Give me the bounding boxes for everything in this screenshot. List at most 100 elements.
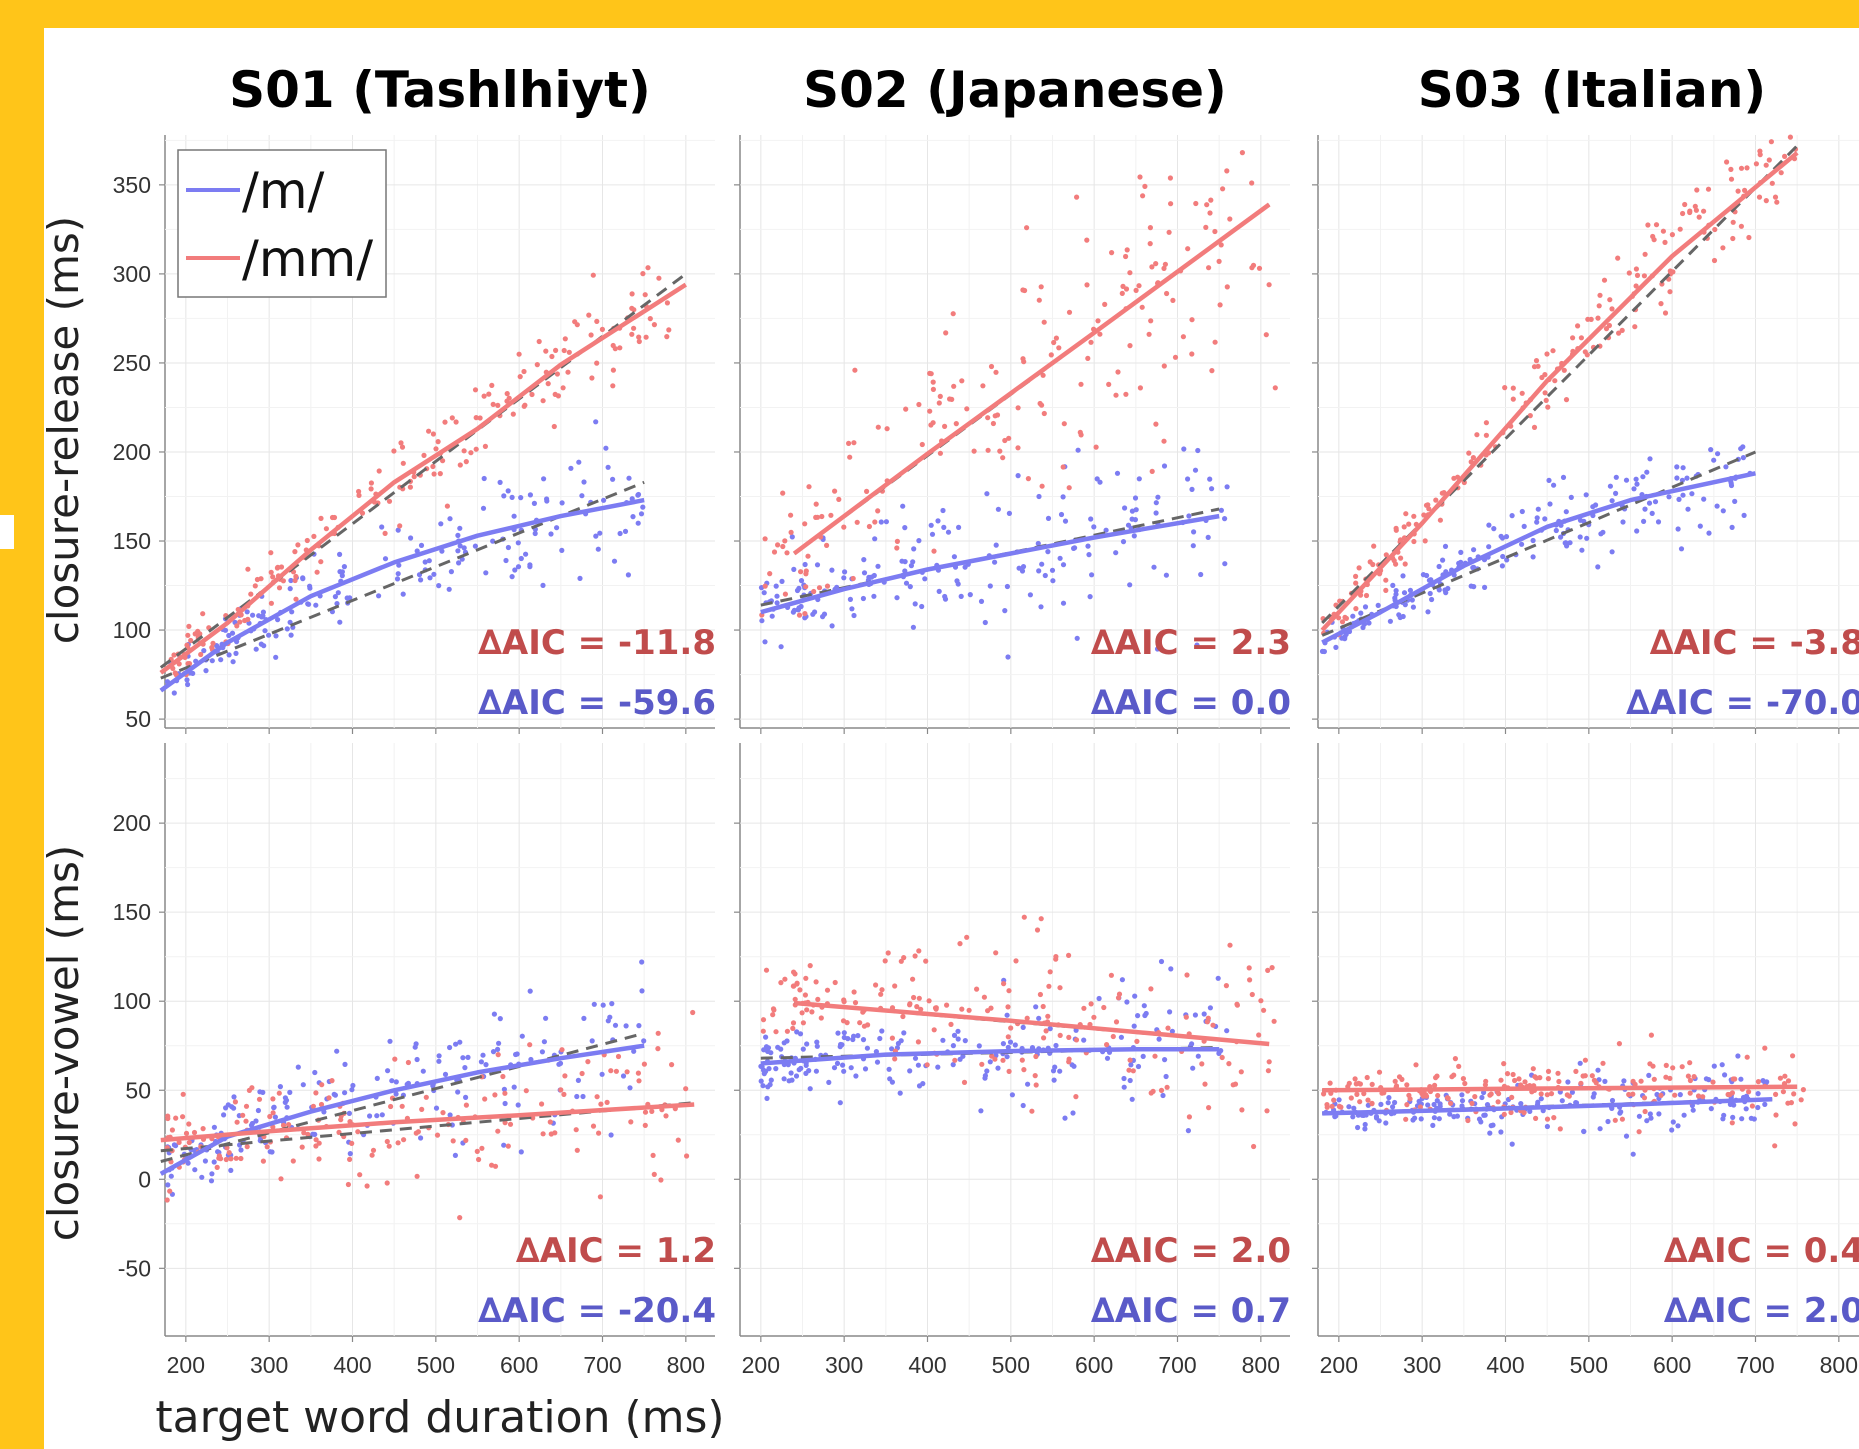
scatter-point-mm: [1769, 180, 1775, 186]
scatter-point-mm: [1582, 349, 1588, 355]
scatter-point-m: [1670, 1119, 1676, 1125]
scatter-point-mm: [594, 318, 600, 324]
scatter-point-mm: [1636, 1129, 1642, 1135]
scatter-point-m: [993, 542, 999, 548]
scatter-point-mm: [610, 367, 617, 373]
y-tick-label: 50: [125, 706, 151, 732]
scatter-point-mm: [651, 322, 658, 328]
scatter-point-mm: [1113, 1019, 1120, 1025]
y-tick-label: 100: [113, 988, 151, 1014]
scatter-point-mm: [1512, 1077, 1518, 1084]
scatter-point-m: [427, 575, 433, 581]
scatter-point-mm: [1109, 250, 1115, 256]
scatter-point-mm: [1041, 319, 1047, 325]
scatter-point-m: [626, 475, 632, 481]
scatter-point-m: [595, 546, 601, 552]
scatter-point-m: [1129, 516, 1135, 522]
x-tick-label: 500: [992, 1352, 1030, 1378]
scatter-point-m: [1648, 1115, 1654, 1121]
scatter-point-m: [791, 566, 797, 573]
scatter-point-m: [1521, 523, 1527, 530]
scatter-point-m: [995, 1065, 1001, 1071]
scatter-point-mm: [684, 1153, 690, 1159]
scatter-point-mm: [561, 347, 567, 354]
scatter-point-m: [455, 532, 461, 539]
scatter-point-m: [767, 1082, 773, 1088]
scatter-point-mm: [882, 958, 888, 964]
scatter-point-m: [920, 1081, 926, 1087]
scatter-point-m: [1504, 557, 1510, 563]
scatter-point-mm: [1544, 1116, 1551, 1122]
x-tick-label: 300: [1403, 1352, 1441, 1378]
scatter-point-mm: [172, 670, 178, 676]
scatter-point-m: [337, 551, 343, 558]
scatter-point-m: [855, 1033, 861, 1039]
scatter-point-mm: [234, 623, 240, 629]
scatter-point-m: [490, 1049, 497, 1055]
scatter-point-m: [958, 593, 964, 600]
scatter-point-mm: [1383, 552, 1389, 558]
scatter-point-mm: [399, 1103, 405, 1109]
scatter-point-mm: [256, 1096, 263, 1102]
scatter-point-m: [1163, 1073, 1169, 1080]
scatter-point-mm: [399, 444, 406, 450]
scatter-point-mm: [1687, 209, 1693, 216]
scatter-point-m: [438, 521, 444, 527]
scatter-point-mm: [791, 969, 797, 975]
scatter-point-mm: [1542, 390, 1548, 396]
scatter-point-mm: [165, 1113, 171, 1119]
scatter-point-m: [627, 1085, 633, 1091]
x-tick-label: 800: [1820, 1352, 1858, 1378]
scatter-point-mm: [1153, 421, 1159, 427]
aic-label-mm: ∆AIC = 0.4: [1664, 1231, 1859, 1271]
smooth-fit-mm: [792, 202, 1271, 556]
scatter-point-m: [1458, 549, 1464, 556]
scatter-point-m: [1113, 550, 1119, 556]
scatter-point-mm: [233, 1155, 239, 1161]
scatter-point-mm: [1687, 1077, 1693, 1084]
scatter-point-mm: [1024, 1015, 1030, 1021]
scatter-point-mm: [1124, 247, 1130, 253]
scatter-point-mm: [426, 428, 432, 434]
scatter-point-m: [1036, 493, 1042, 500]
scatter-point-m: [1613, 490, 1619, 496]
scatter-point-mm: [1433, 497, 1439, 503]
scatter-point-mm: [1041, 1035, 1047, 1041]
scatter-point-mm: [391, 448, 397, 454]
scatter-point-mm: [852, 367, 858, 373]
scatter-point-m: [1590, 504, 1596, 510]
scatter-point-mm: [1603, 326, 1610, 332]
scatter-point-m: [984, 1068, 990, 1074]
scatter-point-mm: [534, 362, 540, 368]
scatter-point-mm: [1218, 242, 1224, 248]
scatter-point-mm: [1782, 153, 1788, 159]
scatter-point-mm: [841, 997, 847, 1003]
scatter-point-m: [171, 690, 177, 696]
scatter-point-mm: [1327, 1080, 1333, 1086]
scatter-point-mm: [1161, 363, 1167, 369]
scatter-point-mm: [1701, 208, 1707, 214]
scatter-point-mm: [1239, 1107, 1245, 1113]
scatter-point-mm: [800, 1020, 807, 1026]
scatter-point-mm: [792, 996, 798, 1002]
scatter-point-m: [641, 1038, 647, 1044]
scatter-point-m: [540, 582, 546, 589]
scatter-point-m: [1542, 516, 1548, 522]
scatter-point-mm: [1206, 1105, 1212, 1111]
scatter-point-mm: [993, 950, 999, 956]
scatter-point-mm: [1695, 1093, 1702, 1099]
scatter-point-m: [1564, 543, 1570, 549]
scatter-point-m: [1680, 492, 1686, 498]
scatter-point-m: [1569, 1089, 1575, 1095]
scatter-point-mm: [760, 1017, 767, 1023]
scatter-point-m: [226, 632, 232, 639]
scatter-point-m: [203, 668, 209, 674]
scatter-point-mm: [440, 458, 446, 464]
scatter-point-mm: [1376, 1069, 1383, 1075]
scatter-point-mm: [1167, 175, 1173, 181]
scatter-point-mm: [980, 383, 986, 389]
scatter-point-m: [608, 1132, 614, 1138]
scatter-point-m: [1743, 1093, 1750, 1099]
scatter-point-mm: [1110, 1033, 1116, 1040]
scatter-point-mm: [268, 550, 274, 556]
